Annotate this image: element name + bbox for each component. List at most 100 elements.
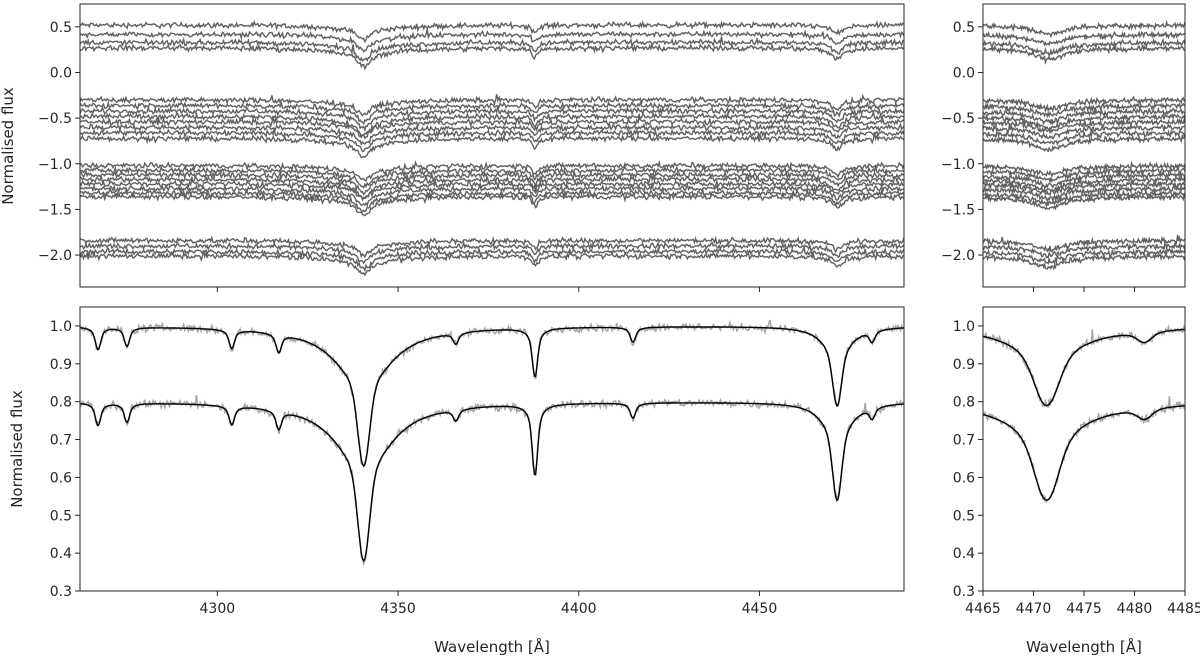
bl-spectra bbox=[80, 319, 904, 567]
ytick-label: 0.8 bbox=[953, 395, 975, 411]
xlabel-bottom-left: Wavelength [Å] bbox=[434, 638, 550, 656]
ytick-label: 0.4 bbox=[50, 546, 72, 562]
spectrum-line bbox=[983, 95, 1185, 113]
ytick-label: 0.6 bbox=[50, 470, 72, 486]
spectrum-line bbox=[80, 36, 904, 62]
spectrum-line bbox=[983, 101, 1185, 119]
br-spectra bbox=[983, 323, 1185, 504]
panel-top-right: 0.5 0.0 −0.5 −1.0 −1.5 −2.0 bbox=[941, 3, 1186, 292]
ytick-label: −1.0 bbox=[38, 157, 72, 173]
ytick-label: −2.0 bbox=[38, 248, 72, 264]
xtick-label: 4480 bbox=[1117, 601, 1153, 617]
spectrum-line bbox=[983, 112, 1185, 131]
ytick-label: 1.0 bbox=[50, 319, 72, 335]
spectrum-line bbox=[983, 129, 1185, 147]
spectrum-line bbox=[80, 42, 904, 71]
bl-yticks: 1.0 0.9 0.8 0.7 0.6 0.5 0.4 0.3 bbox=[50, 319, 80, 600]
ytick-label: −1.0 bbox=[941, 157, 975, 173]
ytick-label: 0.3 bbox=[50, 584, 72, 600]
spectrum-line bbox=[983, 192, 1185, 211]
spectrum-line bbox=[80, 249, 904, 277]
spectrum-line bbox=[983, 247, 1185, 267]
spectrum-line bbox=[983, 117, 1185, 135]
ytick-label: 0.6 bbox=[953, 470, 975, 486]
frame-bottom-left bbox=[79, 306, 905, 592]
spectrum-line bbox=[80, 176, 904, 202]
spectrum-line bbox=[80, 127, 904, 153]
ytick-label: 0.4 bbox=[953, 546, 975, 562]
ytick-label: 0.5 bbox=[50, 508, 72, 524]
spectrum-line bbox=[80, 100, 904, 126]
spectra-clip bbox=[983, 19, 1185, 271]
spectrum-line bbox=[80, 132, 904, 159]
tr-yticks: 0.5 0.0 −0.5 −1.0 −1.5 −2.0 bbox=[941, 20, 983, 264]
xtick-label: 4300 bbox=[200, 601, 236, 617]
spectrum-line bbox=[983, 160, 1185, 178]
ytick-label: 0.5 bbox=[953, 20, 975, 36]
ytick-label: 0.9 bbox=[50, 357, 72, 373]
spectrum-line bbox=[80, 235, 904, 259]
frame-top-left bbox=[79, 3, 905, 288]
spectrum-line bbox=[80, 19, 904, 44]
xtick-label: 4470 bbox=[1016, 601, 1052, 617]
frame-bottom-right bbox=[982, 306, 1186, 592]
xtick-label: 4475 bbox=[1066, 601, 1102, 617]
xtick-label: 4450 bbox=[742, 601, 778, 617]
spectra-clip bbox=[983, 323, 1185, 504]
tr-xticks bbox=[1033, 287, 1135, 292]
model-spectrum-line bbox=[983, 328, 1185, 407]
ytick-label: 0.0 bbox=[953, 65, 975, 81]
spectrum-line bbox=[983, 251, 1185, 271]
ytick-label: 0.5 bbox=[50, 20, 72, 36]
spectrum-line bbox=[983, 19, 1185, 39]
spectra-clip bbox=[80, 319, 904, 567]
spectrum-line bbox=[80, 173, 904, 199]
spectrum-line bbox=[983, 189, 1185, 209]
ytick-label: 0.9 bbox=[953, 357, 975, 373]
ytick-label: 0.0 bbox=[50, 65, 72, 81]
ytick-label: −0.5 bbox=[38, 111, 72, 127]
model-spectrum-line bbox=[983, 405, 1185, 501]
xtick-label: 4400 bbox=[561, 601, 597, 617]
plot-area-bottom-right bbox=[983, 307, 1185, 591]
spectrum-line bbox=[80, 105, 904, 133]
xlabel-bottom-right: Wavelength [Å] bbox=[1026, 638, 1142, 656]
ytick-label: −1.5 bbox=[38, 202, 72, 218]
spectrum-line bbox=[80, 164, 904, 189]
tl-spectra bbox=[80, 19, 904, 277]
ylabel-bottom: Normalised flux bbox=[8, 390, 26, 508]
spectrum-line bbox=[80, 187, 904, 213]
spectrum-line bbox=[983, 179, 1185, 197]
model-spectrum-line bbox=[80, 326, 904, 468]
xtick-label: 4485 bbox=[1167, 601, 1200, 617]
ytick-label: 0.8 bbox=[50, 395, 72, 411]
xtick-label: 4350 bbox=[380, 601, 416, 617]
spectrum-line bbox=[983, 37, 1185, 57]
spectrum-line bbox=[983, 106, 1185, 126]
plot-area-bottom-left bbox=[80, 307, 904, 591]
spectrum-line bbox=[983, 234, 1185, 253]
bl-xticks: 4300 4350 4400 4450 bbox=[200, 591, 778, 617]
spectrum-line bbox=[983, 165, 1185, 185]
spectrum-line bbox=[983, 43, 1185, 65]
spectrum-line bbox=[80, 182, 904, 208]
spectrum-line bbox=[80, 111, 904, 139]
ytick-label: 0.5 bbox=[953, 508, 975, 524]
spectrum-line bbox=[80, 114, 904, 140]
ytick-label: −1.5 bbox=[941, 202, 975, 218]
spectrum-line bbox=[983, 184, 1185, 204]
spectrum-line bbox=[80, 160, 904, 182]
panel-bottom-right: 1.0 0.9 0.8 0.7 0.6 0.5 0.4 0.3 4465 4470 4475 448… bbox=[953, 306, 1200, 617]
ytick-label: 0.3 bbox=[953, 584, 975, 600]
br-xticks: 4465 4470 4475 4480 4485 bbox=[965, 591, 1200, 617]
tl-yticks: 0.5 0.0 −0.5 −1.0 −1.5 −2.0 bbox=[38, 20, 80, 264]
ytick-label: −0.5 bbox=[941, 111, 975, 127]
spectra-clip bbox=[80, 19, 904, 277]
br-yticks: 1.0 0.9 0.8 0.7 0.6 0.5 0.4 0.3 bbox=[953, 319, 983, 600]
panel-top-left: 0.5 0.0 −0.5 −1.0 −1.5 −2.0 bbox=[38, 3, 905, 292]
ytick-label: 1.0 bbox=[953, 319, 975, 335]
spectrum-line bbox=[80, 122, 904, 146]
spectrum-line bbox=[80, 93, 904, 117]
spectrum-line bbox=[983, 242, 1185, 259]
